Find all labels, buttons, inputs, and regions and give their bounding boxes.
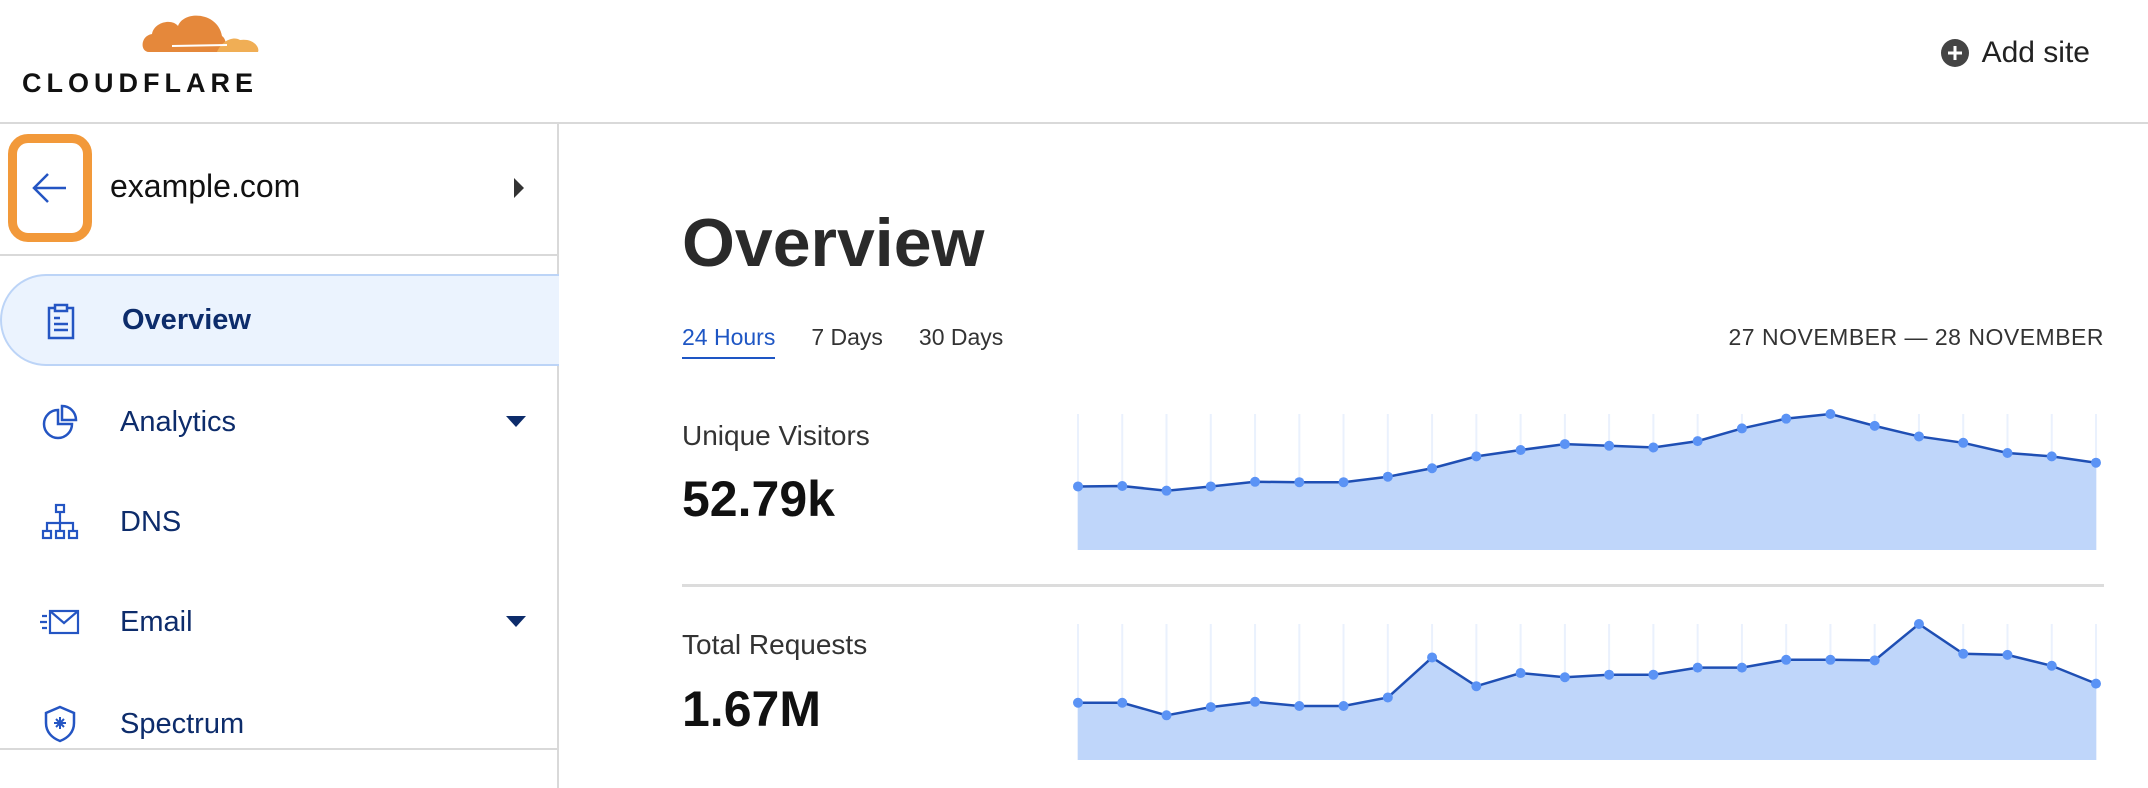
metric-value-unique-visitors: 52.79k (682, 471, 835, 527)
sidebar-item-label: DNS (120, 505, 182, 538)
logo-text: CLOUDFLARE (22, 68, 258, 98)
sidebar-item-label: Overview (122, 303, 251, 336)
data-point (1958, 437, 1969, 448)
data-point (1825, 409, 1836, 419)
sidebar-item-analytics[interactable]: Analytics (0, 376, 559, 468)
tab-7-days[interactable]: 7 Days (811, 324, 883, 350)
data-point (1427, 463, 1438, 474)
data-point (1117, 697, 1128, 708)
unique-visitors-sparkline[interactable] (1066, 404, 2108, 554)
total-requests-sparkline[interactable] (1066, 614, 2108, 764)
caret-right-icon[interactable] (512, 178, 526, 198)
data-point (1250, 696, 1261, 707)
data-point (1692, 662, 1703, 673)
metric-label-unique-visitors: Unique Visitors (682, 420, 870, 451)
site-selector: example.com (0, 124, 557, 256)
data-point (1559, 439, 1570, 450)
data-point (1869, 420, 1880, 431)
metric-divider (682, 584, 2104, 587)
chevron-down-icon[interactable] (506, 616, 526, 628)
envelope-icon (40, 609, 80, 635)
sidebar-divider (0, 748, 557, 750)
data-point (2091, 457, 2101, 468)
data-point (1515, 445, 1526, 456)
data-point (1294, 701, 1305, 712)
series-line (1077, 412, 2097, 492)
data-point (1781, 413, 1792, 424)
date-range: 27 NOVEMBER — 28 NOVEMBER (1728, 324, 2104, 350)
sitemap-icon (41, 503, 79, 540)
data-point (2002, 649, 2013, 660)
pie-chart-icon (42, 404, 78, 440)
plus-circle-icon (1940, 39, 1969, 67)
tab-24-hours[interactable]: 24 Hours (682, 324, 776, 359)
data-point (1604, 440, 1615, 451)
data-point (1161, 710, 1172, 721)
data-point (1382, 692, 1393, 703)
data-point (1073, 481, 1083, 492)
sidebar: example.com Overview Analytics DNS Email… (0, 124, 559, 788)
data-point (2046, 451, 2057, 462)
data-point (1781, 654, 1792, 665)
sidebar-item-label: Analytics (120, 405, 237, 438)
arrow-left-icon (32, 173, 66, 203)
page-title: Overview (682, 205, 985, 281)
sidebar-item-spectrum[interactable]: Spectrum (0, 678, 559, 770)
sidebar-item-dns[interactable]: DNS (0, 476, 559, 568)
data-point (1294, 477, 1305, 488)
data-point (1471, 681, 1482, 692)
data-point (1692, 436, 1703, 447)
data-point (1338, 477, 1349, 488)
metric-value-total-requests: 1.67M (682, 681, 821, 737)
area-fill (1078, 414, 2096, 550)
site-name[interactable]: example.com (110, 168, 301, 204)
data-point (1559, 672, 1570, 683)
data-point (1913, 431, 1924, 442)
add-site-button[interactable]: Add site (1940, 36, 2090, 70)
data-point (2091, 678, 2101, 689)
cloud-logo-icon (142, 15, 259, 52)
data-point (1736, 662, 1747, 673)
metric-label-total-requests: Total Requests (682, 629, 868, 660)
sidebar-item-email[interactable]: Email (0, 576, 559, 668)
sidebar-item-label: Email (120, 605, 193, 638)
series-line (1078, 622, 2097, 717)
data-point (1736, 423, 1747, 434)
back-button[interactable] (8, 134, 92, 242)
data-point (1205, 481, 1216, 492)
data-point (1958, 648, 1969, 659)
data-point (1161, 485, 1172, 496)
chevron-down-icon[interactable] (506, 416, 526, 428)
area-fill (1078, 624, 2096, 760)
data-point (1250, 476, 1261, 487)
clipboard-icon (47, 303, 75, 340)
data-point (1913, 619, 1924, 629)
data-point (1205, 702, 1216, 713)
data-point (1073, 697, 1083, 708)
cloudflare-logo[interactable]: CLOUDFLARE (22, 10, 262, 100)
data-point (2046, 660, 2057, 671)
main-content: Overview 24 Hours 7 Days 30 Days 27 NOVE… (561, 124, 2148, 788)
data-point (1515, 668, 1526, 679)
data-point (1648, 669, 1659, 680)
data-point (1869, 655, 1880, 666)
data-point (1117, 481, 1128, 492)
shield-icon (44, 705, 76, 743)
tab-30-days[interactable]: 30 Days (918, 324, 1004, 350)
sidebar-item-label: Spectrum (120, 707, 245, 740)
data-point (1471, 451, 1482, 462)
data-point (2002, 447, 2013, 458)
top-header: CLOUDFLARE Add site (0, 0, 2148, 124)
data-point (1382, 471, 1393, 482)
data-point (1604, 669, 1615, 680)
add-site-label: Add site (1981, 36, 2090, 69)
data-point (1338, 701, 1349, 712)
data-point (1825, 654, 1836, 665)
data-point (1427, 652, 1438, 663)
data-point (1648, 442, 1659, 453)
time-range-tabs: 24 Hours 7 Days 30 Days (682, 324, 1003, 359)
sidebar-item-overview[interactable]: Overview (0, 274, 559, 366)
